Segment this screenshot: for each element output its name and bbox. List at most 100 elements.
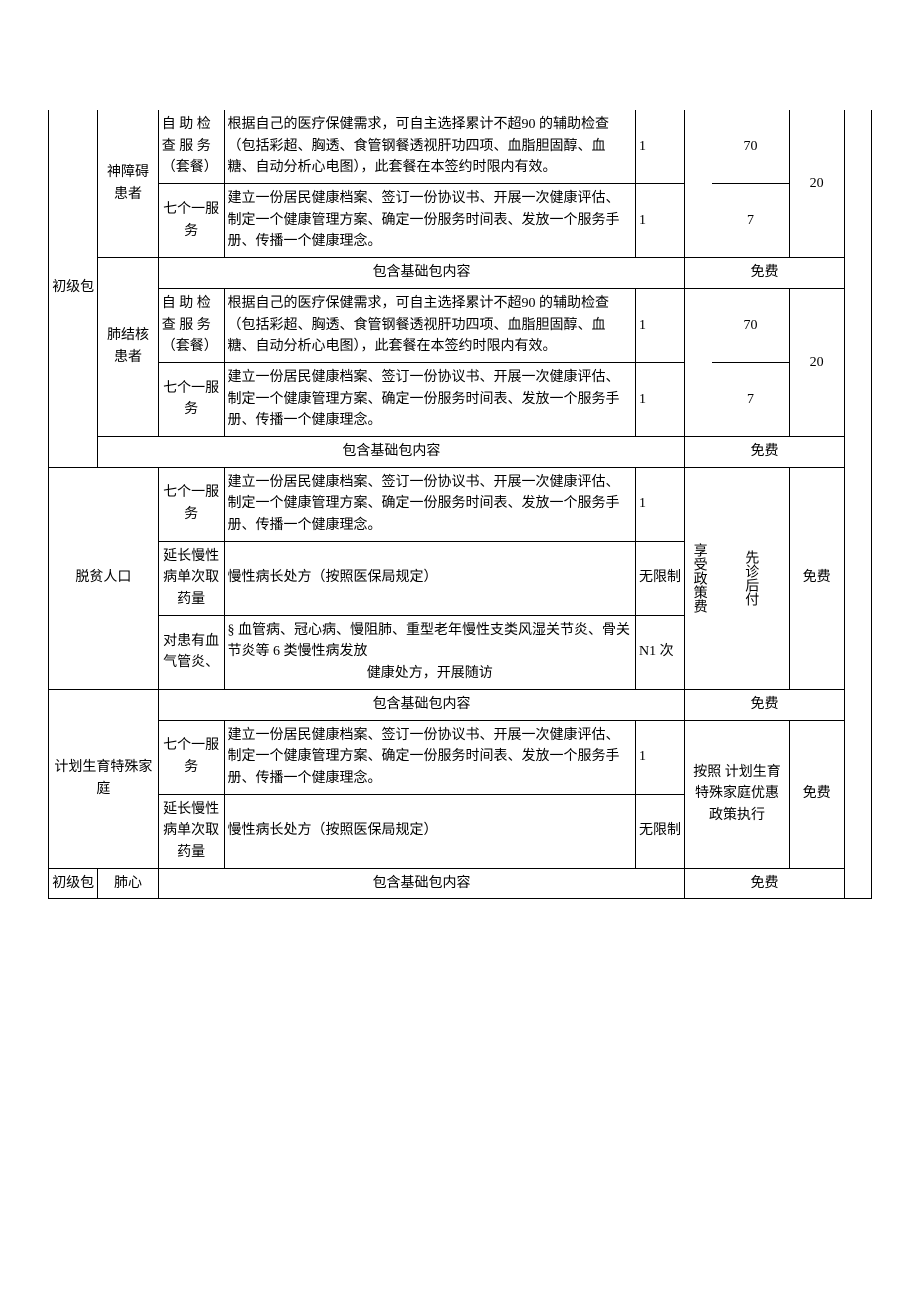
price-value: 免费 — [750, 265, 778, 280]
spacer-cell — [685, 288, 712, 436]
spacer-cell — [685, 110, 712, 258]
population-cell: 肺心 — [98, 868, 158, 899]
freq-cell: 1 — [636, 720, 685, 794]
price-cell: 免费 — [789, 467, 844, 689]
service-name-cell: 七个一服务 — [158, 362, 224, 436]
price-value: 免费 — [750, 444, 778, 459]
service-content-cell: 建立一份居民健康档案、签订一份协议书、开展一次健康评估、制定一个健康管理方案、确… — [224, 467, 636, 541]
price-value: 7 — [747, 392, 754, 407]
basic-package-label: 包含基础包内容 — [373, 697, 471, 712]
service-name: 七个一服务 — [163, 381, 219, 418]
freq-cell: 1 — [636, 184, 685, 258]
price-value: 20 — [810, 355, 824, 370]
service-content: 慢性病长处方（按照医保局规定） — [228, 570, 438, 585]
category-label: 初级包 — [52, 876, 94, 891]
service-content-cell: 根据自己的医疗保健需求，可自主选择累计不超90 的辅助检查（包括彩超、胸透、食管… — [224, 110, 636, 184]
basic-package-cell: 包含基础包内容 — [158, 258, 685, 289]
freq-cell: 无限制 — [636, 794, 685, 868]
service-name-cell: 延长慢性病单次取药量 — [158, 541, 224, 615]
note-cell: 先诊后付 — [712, 467, 789, 689]
freq-cell: 1 — [636, 467, 685, 541]
price-cell: 70 — [712, 288, 789, 362]
service-content: 建立一份居民健康档案、签订一份协议书、开展一次健康评估、制定一个健康管理方案、确… — [228, 475, 620, 533]
population-cell: 脱贫人口 — [49, 467, 159, 689]
freq-value: 无限制 — [639, 570, 681, 585]
price-cell: 20 — [789, 110, 844, 258]
category-cell: 初级包 — [49, 110, 98, 467]
population-label: 计划生育特殊家庭 — [54, 760, 152, 797]
price-cell: 20 — [789, 288, 844, 436]
price-cell: 7 — [712, 362, 789, 436]
freq-value: 无限制 — [639, 823, 681, 838]
service-name: 七个一服务 — [163, 202, 219, 239]
price-value: 免费 — [803, 786, 831, 801]
freq-cell: 无限制 — [636, 541, 685, 615]
service-content-cell: 慢性病长处方（按照医保局规定） — [224, 541, 636, 615]
price-cell: 70 — [712, 110, 789, 184]
service-name: 自 助 检查 服 务（套餐） — [162, 117, 218, 175]
price-value: 免费 — [750, 697, 778, 712]
freq-value: 1 — [639, 318, 646, 333]
freq-cell: N1 次 — [636, 615, 685, 689]
freq-value: N1 次 — [639, 644, 674, 659]
price-value: 免费 — [803, 570, 831, 585]
basic-package-cell: 包含基础包内容 — [158, 868, 685, 899]
service-name-cell: 七个一服务 — [158, 184, 224, 258]
freq-value: 1 — [639, 213, 646, 228]
population-label: 肺结核患者 — [107, 328, 149, 365]
note-cell: 按照 计划生育特殊家庭优惠政策执行 — [685, 720, 789, 868]
price-cell: 免费 — [789, 720, 844, 868]
service-content-cell: § 血管病、冠心病、慢阻肺、重型老年慢性支类风湿关节炎、骨关节炎等 6 类慢性病… — [224, 615, 636, 689]
spacer-cell — [844, 110, 871, 899]
service-name: 延长慢性病单次取药量 — [163, 549, 219, 607]
service-name-cell: 自 助 检查 服 务（套餐） — [158, 110, 224, 184]
service-content-cell: 建立一份居民健康档案、签订一份协议书、开展一次健康评估、制定一个健康管理方案、确… — [224, 184, 636, 258]
basic-package-cell: 包含基础包内容 — [158, 689, 685, 720]
price-cell: 免费 — [685, 868, 844, 899]
service-content-cell: 慢性病长处方（按照医保局规定） — [224, 794, 636, 868]
service-name: 对患有血气管炎、 — [163, 634, 219, 671]
service-content: 建立一份居民健康档案、签订一份协议书、开展一次健康评估、制定一个健康管理方案、确… — [228, 370, 620, 428]
service-content: 建立一份居民健康档案、签订一份协议书、开展一次健康评估、制定一个健康管理方案、确… — [228, 728, 620, 786]
freq-value: 1 — [639, 392, 646, 407]
service-content-cell: 根据自己的医疗保健需求，可自主选择累计不超90 的辅助检查（包括彩超、胸透、食管… — [224, 288, 636, 362]
population-label: 脱贫人口 — [75, 570, 131, 585]
service-content-prefix: § 血管病、冠心病、慢阻肺、重型老年慢性支类风湿关节炎、骨关节炎等 6 类慢性病… — [228, 623, 631, 660]
service-name-cell: 七个一服务 — [158, 467, 224, 541]
category-cell: 初级包 — [49, 868, 98, 899]
note-text: 先诊后付 — [743, 550, 758, 606]
price-value: 70 — [744, 318, 758, 333]
population-cell: 神障碍患者 — [98, 110, 158, 258]
price-cell: 免费 — [685, 258, 844, 289]
service-content: 慢性病长处方（按照医保局规定） — [228, 823, 438, 838]
freq-cell: 1 — [636, 288, 685, 362]
service-content: 根据自己的医疗保健需求，可自主选择累计不超90 的辅助检查（包括彩超、胸透、食管… — [228, 296, 610, 354]
note-cell: 享受政策费 — [685, 467, 712, 689]
price-value: 免费 — [750, 876, 778, 891]
service-name: 七个一服务 — [163, 485, 219, 522]
service-content-suffix: 健康处方，开展随访 — [228, 663, 633, 685]
basic-package-label: 包含基础包内容 — [342, 444, 440, 459]
price-value: 70 — [744, 139, 758, 154]
freq-value: 1 — [639, 749, 646, 764]
freq-value: 1 — [639, 139, 646, 154]
service-name: 延长慢性病单次取药量 — [163, 802, 219, 860]
basic-package-label: 包含基础包内容 — [373, 876, 471, 891]
price-value: 20 — [810, 176, 824, 191]
price-cell: 免费 — [685, 436, 844, 467]
note-text: 享受政策费 — [691, 543, 706, 613]
population-cell: 计划生育特殊家庭 — [49, 689, 159, 868]
service-name-cell: 延长慢性病单次取药量 — [158, 794, 224, 868]
service-name-cell: 自 助 检查 服 务（套餐） — [158, 288, 224, 362]
service-content: 建立一份居民健康档案、签订一份协议书、开展一次健康评估、制定一个健康管理方案、确… — [228, 191, 620, 249]
service-name: 自 助 检查 服 务（套餐） — [162, 296, 218, 354]
price-value: 7 — [747, 213, 754, 228]
service-name-cell: 七个一服务 — [158, 720, 224, 794]
price-cell: 7 — [712, 184, 789, 258]
service-content: 根据自己的医疗保健需求，可自主选择累计不超90 的辅助检查（包括彩超、胸透、食管… — [228, 117, 610, 175]
document-table: 初级包 神障碍患者 自 助 检查 服 务（套餐） 根据自己的医疗保健需求，可自主… — [48, 110, 872, 899]
service-content-cell: 建立一份居民健康档案、签订一份协议书、开展一次健康评估、制定一个健康管理方案、确… — [224, 720, 636, 794]
population-label: 肺心 — [114, 876, 142, 891]
category-label: 初级包 — [52, 280, 94, 295]
freq-cell: 1 — [636, 110, 685, 184]
